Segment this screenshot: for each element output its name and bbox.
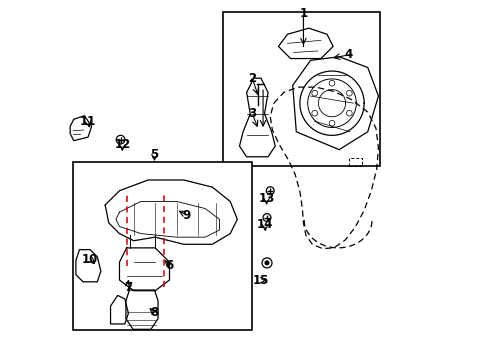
Text: 2: 2	[248, 72, 256, 85]
Bar	[223, 12, 380, 166]
Text: 10: 10	[82, 253, 98, 266]
Text: 15: 15	[252, 274, 268, 287]
Text: 11: 11	[80, 114, 96, 127]
Text: 6: 6	[165, 258, 173, 271]
Text: 4: 4	[343, 49, 351, 62]
Text: 1: 1	[299, 8, 307, 21]
Text: 3: 3	[248, 107, 256, 120]
Text: 12: 12	[114, 139, 130, 152]
Text: 7: 7	[124, 282, 132, 294]
Text: 14: 14	[257, 218, 273, 231]
Text: 13: 13	[258, 192, 274, 205]
Circle shape	[264, 261, 268, 265]
Bar	[73, 162, 251, 330]
Text: 8: 8	[150, 306, 158, 319]
Text: 9: 9	[182, 208, 190, 221]
Text: 5: 5	[150, 148, 158, 161]
